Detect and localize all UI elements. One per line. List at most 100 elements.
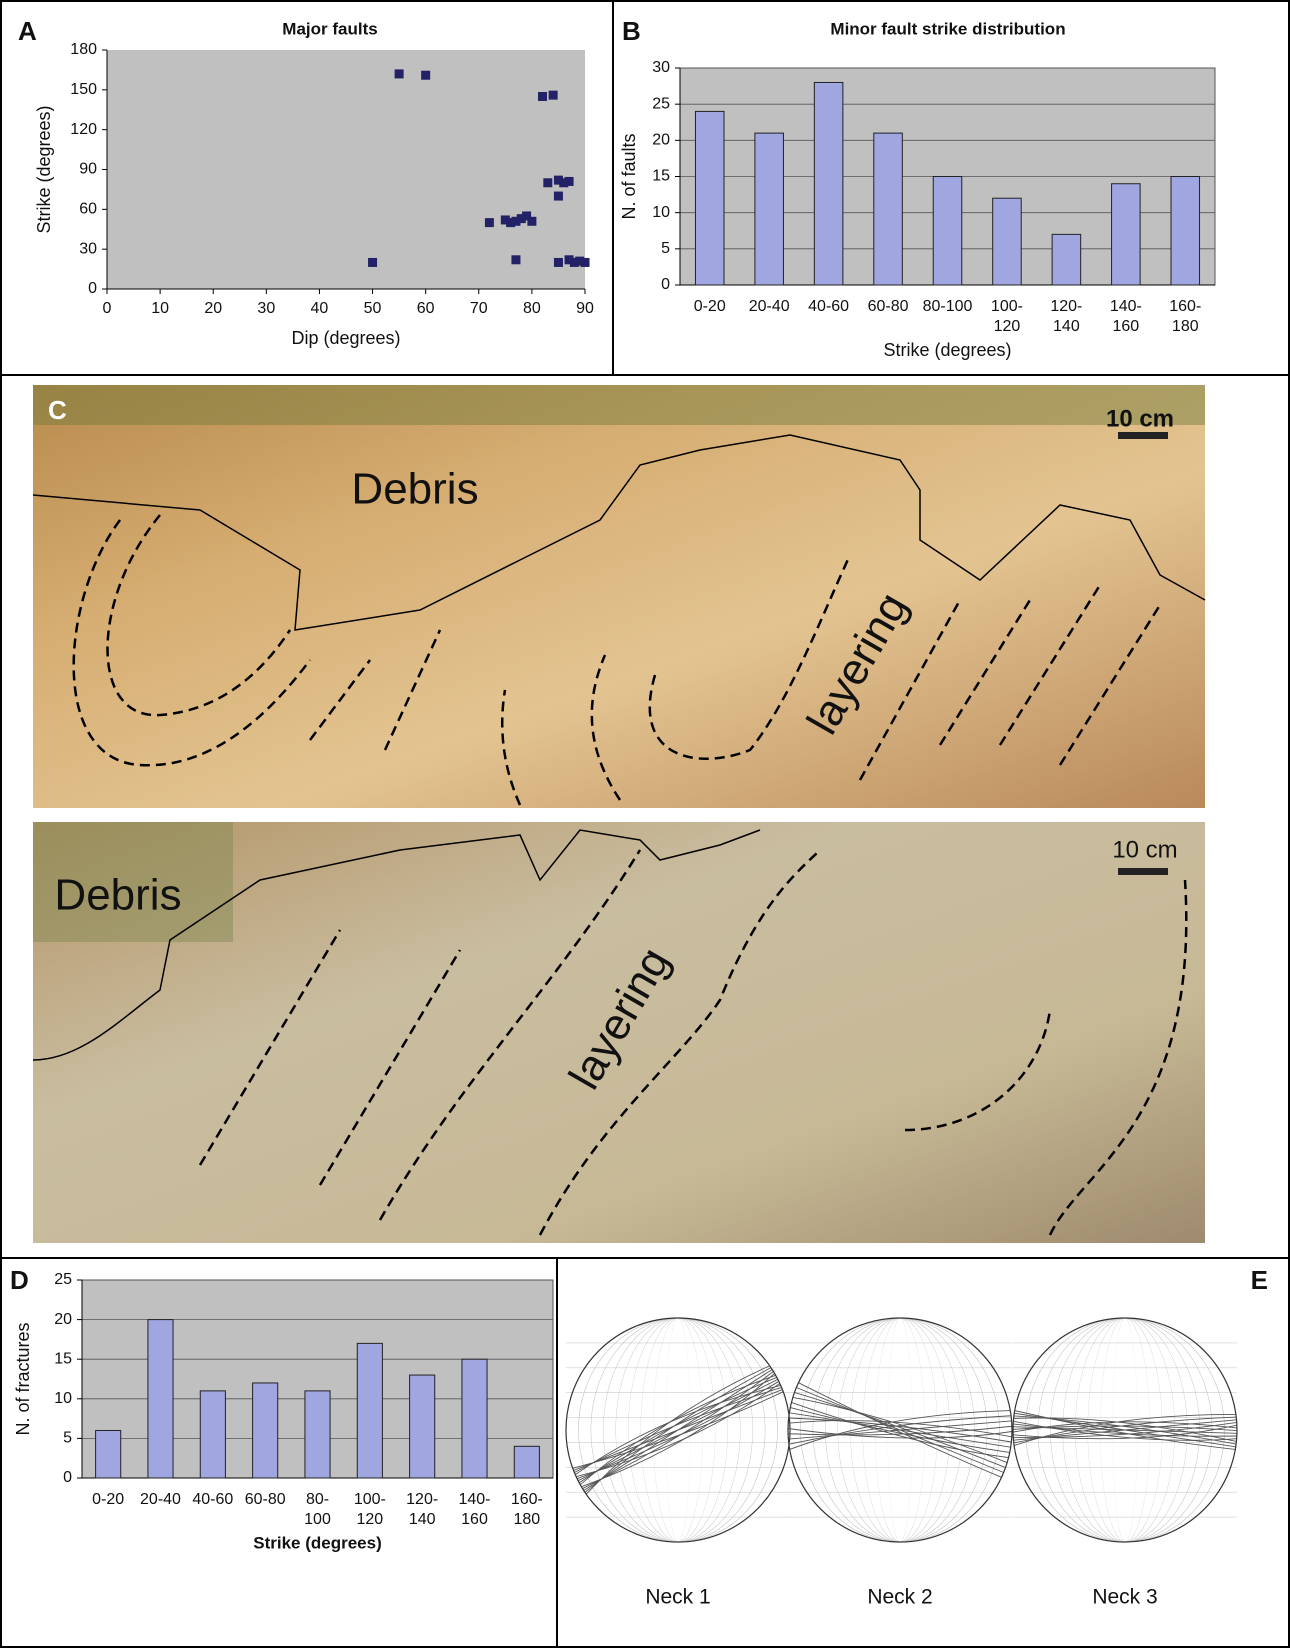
photo-label: Debris xyxy=(351,465,478,514)
x-tick-label: 40 xyxy=(311,300,329,317)
y-tick-label: 10 xyxy=(652,204,670,221)
stereonet xyxy=(788,1318,1012,1542)
point xyxy=(543,178,552,187)
y-tick-label: 0 xyxy=(661,276,670,293)
bar xyxy=(253,1383,278,1478)
x-tick-label: 0 xyxy=(103,300,112,317)
bar xyxy=(200,1391,225,1478)
bar xyxy=(305,1391,330,1478)
point xyxy=(395,69,404,78)
stereonet-label: Neck 2 xyxy=(867,1586,932,1609)
x-tick-label: 60-80 xyxy=(245,1491,286,1508)
x-tick-label: 90 xyxy=(576,300,594,317)
figure: Debris layering 10 cm Debris layering 10… xyxy=(0,0,1290,1648)
x-tick-label: 160- 180 xyxy=(511,1491,543,1528)
x-tick-label-line: 180 xyxy=(1172,318,1199,335)
x-tick-label-line: 160 xyxy=(1112,318,1139,335)
x-tick-label: 50 xyxy=(364,300,382,317)
x-tick-label: 20-40 xyxy=(749,298,790,315)
y-tick-label: 120 xyxy=(70,121,97,138)
x-tick-label-line: 140- xyxy=(1110,298,1142,315)
point xyxy=(581,258,590,267)
y-tick-label: 5 xyxy=(63,1430,72,1447)
x-tick-label-line: 80- xyxy=(306,1491,329,1508)
great-circle xyxy=(574,1390,783,1471)
x-tick-label: 40-60 xyxy=(192,1491,233,1508)
y-axis-label: Strike (degrees) xyxy=(34,105,54,233)
bar xyxy=(993,198,1022,285)
y-tick-label: 30 xyxy=(652,59,670,76)
y-tick-label: 15 xyxy=(652,168,670,185)
x-tick-label: 70 xyxy=(470,300,488,317)
x-tick-label-line: 140 xyxy=(1053,318,1080,335)
bar xyxy=(814,82,843,285)
x-tick-label: 100-120 xyxy=(991,298,1023,335)
x-axis-label: Strike (degrees) xyxy=(253,1533,382,1552)
stereonet xyxy=(1013,1318,1237,1542)
stereonet-label: Neck 3 xyxy=(1092,1586,1157,1609)
x-tick-label: 20 xyxy=(204,300,222,317)
x-tick-label-line: 100- xyxy=(354,1491,386,1508)
panel-label: A xyxy=(18,16,37,46)
x-tick-label-line: 120 xyxy=(994,318,1021,335)
plot-area xyxy=(107,50,585,289)
point xyxy=(368,258,377,267)
y-tick-label: 90 xyxy=(79,161,97,178)
x-axis-label: Dip (degrees) xyxy=(291,328,400,348)
y-tick-label: 5 xyxy=(661,240,670,257)
point xyxy=(421,71,430,80)
x-tick-label: 120-140 xyxy=(406,1491,438,1528)
x-tick-label: 80-100 xyxy=(923,298,973,315)
y-tick-label: 20 xyxy=(652,132,670,149)
x-tick-label-line: 120- xyxy=(1050,298,1082,315)
x-tick-label-line: 160- xyxy=(511,1491,543,1508)
point xyxy=(549,91,558,100)
x-tick-label: 0-20 xyxy=(92,1491,124,1508)
bar xyxy=(1171,177,1200,286)
x-tick-label: 140- 160 xyxy=(1110,298,1142,335)
point xyxy=(511,255,520,264)
x-tick-label: 30 xyxy=(257,300,275,317)
x-tick-label: 80 xyxy=(523,300,541,317)
x-tick-label: 40-60 xyxy=(808,298,849,315)
point xyxy=(554,192,563,201)
stereonet-label: Neck 1 xyxy=(645,1586,710,1609)
y-tick-label: 60 xyxy=(79,201,97,218)
panel-label: C xyxy=(48,395,67,425)
y-tick-label: 10 xyxy=(54,1390,72,1407)
bar xyxy=(357,1343,382,1478)
x-tick-label-line: 100 xyxy=(304,1511,331,1528)
x-tick-label: 60-80 xyxy=(868,298,909,315)
x-tick-label: 20-40 xyxy=(140,1491,181,1508)
bar xyxy=(462,1359,487,1478)
panel-label: B xyxy=(622,16,641,46)
y-axis-label: N. of faults xyxy=(619,133,639,219)
point xyxy=(538,92,547,101)
x-tick-label: 120- 140 xyxy=(1050,298,1082,335)
point xyxy=(527,217,536,226)
x-tick-label: 10 xyxy=(151,300,169,317)
x-axis-label: Strike (degrees) xyxy=(883,340,1011,360)
scale-label: 10 cm xyxy=(1112,836,1177,863)
panel-label: D xyxy=(10,1265,29,1295)
photo-top xyxy=(33,385,1205,808)
bar xyxy=(695,111,724,285)
bar xyxy=(1112,184,1141,285)
bar xyxy=(1052,234,1081,285)
x-tick-label-line: 180 xyxy=(513,1511,540,1528)
x-tick-label-line: 160 xyxy=(461,1511,488,1528)
x-tick-label: 140- 160 xyxy=(458,1491,490,1528)
y-tick-label: 180 xyxy=(70,41,97,58)
y-tick-label: 25 xyxy=(652,95,670,112)
chart-title: Major faults xyxy=(282,19,377,38)
point xyxy=(485,218,494,227)
panel-label: E xyxy=(1251,1265,1268,1295)
x-tick-label: 60 xyxy=(417,300,435,317)
x-tick-label-line: 140- xyxy=(458,1491,490,1508)
y-tick-label: 150 xyxy=(70,81,97,98)
chart-title: Minor fault strike distribution xyxy=(830,19,1065,38)
y-tick-label: 20 xyxy=(54,1311,72,1328)
scale-label: 10 cm xyxy=(1106,405,1174,432)
bar xyxy=(933,177,962,286)
point xyxy=(565,177,574,186)
